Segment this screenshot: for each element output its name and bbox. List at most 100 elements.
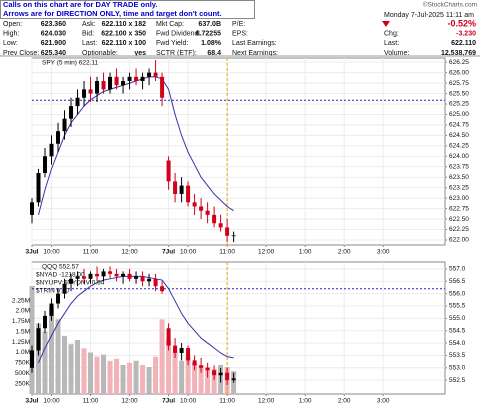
candle-body [108, 76, 113, 90]
y-tick-label: 625.00 [449, 111, 469, 118]
x-tick-label: 11:00 [83, 249, 99, 256]
quote-label: Prev Close: [3, 50, 39, 57]
candle-body [218, 223, 223, 228]
candle-body [36, 328, 41, 351]
volume-bar [211, 369, 217, 394]
candle-body [36, 173, 41, 203]
y-tick-label: 623.25 [449, 184, 469, 191]
x-tick-label: 11:00 [219, 249, 235, 256]
volume-bar [107, 360, 113, 394]
y-tick-label: 553.0 [449, 365, 466, 372]
timestamp: Monday 7-Jul-2025 11:11 am [384, 12, 474, 19]
quote-value: 12,538,769 [441, 50, 476, 57]
candle-body [173, 345, 178, 353]
y-tick-label: 554.5 [449, 327, 466, 334]
volume-tick-label: 250K [15, 380, 31, 387]
volume-tick-label: 750K [15, 360, 31, 367]
volume-bar [146, 367, 152, 394]
candle-body [205, 210, 210, 215]
volume-bar [101, 354, 107, 394]
x-tick-label: 7Jul [162, 249, 175, 256]
volume-bar [120, 364, 126, 394]
volume-bar [140, 364, 146, 394]
quote-label: Optionable: [82, 50, 118, 57]
candle-body [88, 89, 93, 94]
candle-body [212, 214, 217, 224]
x-tick-label: 12:00 [121, 398, 138, 405]
candle-body [127, 273, 132, 279]
candle-body [179, 185, 184, 194]
candle-body [56, 131, 61, 144]
quote-label: Last: [384, 40, 399, 47]
quote-value: 622.110 x 182 [102, 21, 146, 28]
volume-bar [127, 362, 133, 394]
volume-bar [94, 356, 100, 394]
x-tick-label: 11:00 [219, 398, 235, 405]
candle-body [82, 89, 87, 98]
candle-body [166, 160, 171, 182]
candle-body [95, 81, 100, 94]
candle-body [140, 276, 145, 282]
quote-label: Next Earnings: [232, 50, 278, 57]
volume-bar [166, 340, 172, 394]
candle-body [153, 72, 158, 77]
x-tick-label: 1:00 [299, 249, 312, 256]
volume-bar [133, 360, 139, 394]
panel-title: QQQ 552.57 [42, 264, 79, 271]
candle-body [160, 76, 165, 98]
x-tick-label: 11:00 [83, 398, 99, 405]
quote-label: Low: [3, 40, 18, 47]
candle-body [140, 76, 145, 82]
quote-value: 1.08% [201, 40, 222, 47]
y-tick-label: 623.75 [449, 163, 469, 170]
candle-body [75, 276, 80, 279]
volume-bar [49, 306, 55, 394]
volume-tick-label: 1.75M [12, 318, 30, 325]
quote-label: High: [3, 31, 19, 38]
quote-value: 622.110 x 100 [102, 40, 146, 47]
x-tick-label: 2:00 [338, 398, 351, 405]
y-tick-label: 622.00 [449, 237, 469, 244]
quote-label: Open: [3, 21, 22, 28]
candle-body [43, 315, 48, 329]
x-tick-label: 2:00 [338, 249, 351, 256]
candle-body [225, 372, 230, 381]
y-tick-label: 623.50 [449, 174, 469, 181]
volume-bar [172, 352, 178, 394]
x-tick-label: 10:00 [43, 398, 60, 405]
candle-body [147, 278, 152, 282]
quote-label: Last Earnings: [232, 40, 277, 47]
candle-body [62, 283, 67, 294]
candle-body [134, 276, 139, 279]
candle-body [114, 76, 119, 86]
volume-bar [198, 364, 204, 394]
x-tick-label: 7Jul [162, 398, 175, 405]
candle-body [127, 76, 132, 82]
candle-body [225, 227, 230, 236]
candle-body [88, 273, 93, 279]
volume-tick-label: 1.25M [12, 339, 30, 346]
candle-body [49, 303, 54, 316]
quote-value: 6.72255 [196, 31, 221, 38]
x-tick-label: 1:00 [299, 398, 312, 405]
candle-body [134, 76, 139, 82]
x-tick-label: 12:00 [258, 249, 275, 256]
candle-body [95, 273, 100, 277]
volume-tick-label: 2.25M [12, 297, 30, 304]
y-tick-label: 624.50 [449, 132, 469, 139]
y-tick-label: 555.0 [449, 315, 466, 322]
volume-bar [55, 319, 61, 394]
candle-body [153, 278, 158, 287]
candle-body [186, 348, 191, 361]
candle-body [56, 293, 61, 304]
candle-body [30, 350, 34, 368]
y-tick-label: 625.50 [449, 90, 469, 97]
x-tick-label: 3Jul [25, 398, 38, 405]
quote-label: Ask: [82, 21, 96, 28]
candle-body [69, 106, 74, 119]
volume-bar [205, 367, 211, 394]
candle-body [62, 118, 67, 132]
x-tick-label: 3:00 [377, 398, 390, 405]
